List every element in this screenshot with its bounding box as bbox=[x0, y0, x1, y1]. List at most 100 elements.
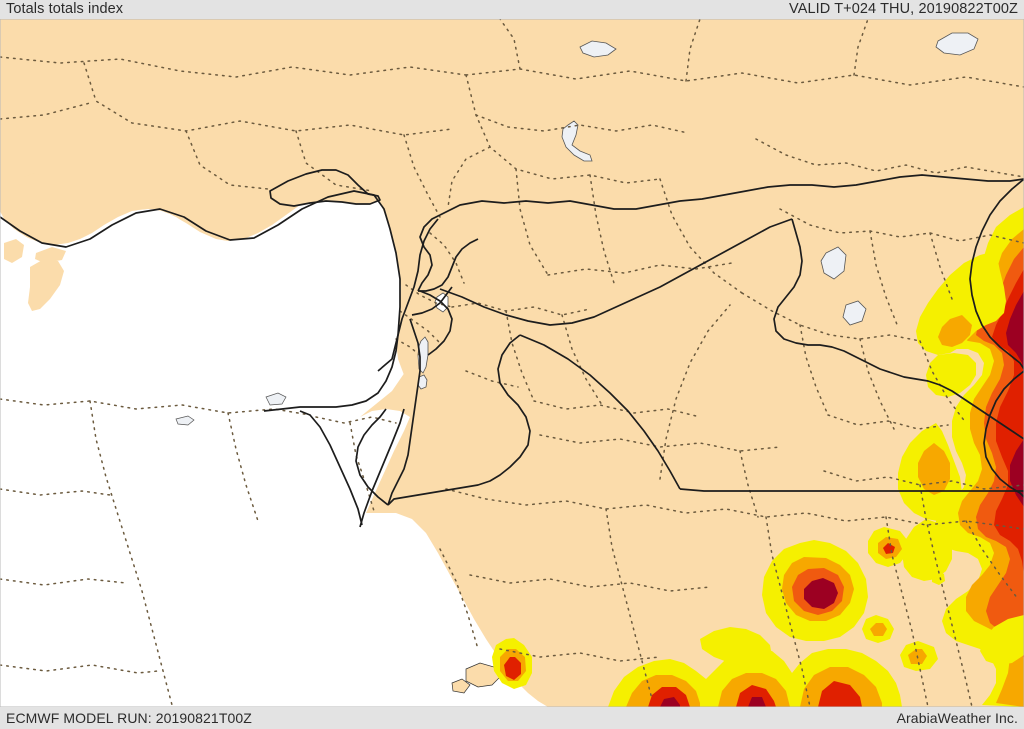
border-iraq-iran bbox=[969, 178, 1024, 370]
admin-jordan-1 bbox=[451, 302, 591, 316]
border-jordan-saudi-east bbox=[519, 334, 681, 490]
admin-jordan-2 bbox=[505, 310, 535, 402]
lake-southeast-turkey bbox=[579, 40, 617, 58]
contour-level-48-gulf-band bbox=[918, 443, 950, 495]
contour-level-60-east-edge-core-north bbox=[1006, 291, 1024, 377]
admin-jordan-4 bbox=[533, 400, 701, 418]
admin-jordan-3 bbox=[561, 314, 603, 406]
admin-syria-7 bbox=[547, 262, 733, 276]
admin-iraq-2 bbox=[799, 324, 829, 416]
admin-saudi-10 bbox=[439, 548, 479, 650]
admin-syria-2 bbox=[515, 168, 549, 276]
contour-level-44-speck-c bbox=[932, 571, 945, 585]
admin-levant-3 bbox=[399, 310, 441, 344]
border-turkey-syria-west bbox=[417, 214, 441, 292]
admin-egypt-3 bbox=[227, 412, 259, 522]
border-israel-egypt-sinai bbox=[355, 408, 389, 506]
admin-saudi-9 bbox=[739, 450, 759, 518]
admin-boundary-layer bbox=[0, 19, 1024, 707]
border-lebanon-syria bbox=[418, 238, 479, 292]
border-west-bank bbox=[419, 290, 453, 356]
admin-turkey-10 bbox=[853, 19, 869, 76]
contour-level-52-south-core-a bbox=[648, 687, 690, 707]
map-canvas[interactable] bbox=[0, 19, 1024, 707]
contour-level-48-iraq-tongue bbox=[938, 315, 972, 347]
contour-level-56-se-saudi bbox=[804, 578, 838, 609]
coast-levant-south bbox=[263, 334, 399, 412]
admin-saudi-4 bbox=[885, 516, 929, 707]
border-israel-jordan bbox=[387, 318, 421, 506]
admin-levant-1 bbox=[429, 232, 465, 284]
contour-level-44-south-band-mid bbox=[700, 627, 772, 667]
sea-red-sea bbox=[246, 411, 504, 707]
lake-qarun bbox=[175, 415, 195, 426]
land-cyprus bbox=[270, 170, 380, 205]
admin-saudi-13 bbox=[965, 520, 1019, 600]
contour-level-52-south-core-b bbox=[736, 685, 776, 707]
model-run-label: ECMWF MODEL RUN: 20190821T00Z bbox=[6, 710, 252, 726]
admin-syria-1 bbox=[465, 74, 661, 184]
border-jordan-iraq-saudi bbox=[773, 218, 1024, 440]
contour-field-layer bbox=[492, 207, 1024, 707]
coast-persian-gulf bbox=[983, 370, 1024, 498]
contour-level-48-blob-a bbox=[870, 623, 887, 636]
coast-cyprus bbox=[269, 169, 381, 207]
admin-egypt-4 bbox=[0, 488, 111, 496]
admin-syria-6 bbox=[447, 146, 491, 208]
lake-nile-delta bbox=[265, 392, 287, 406]
admin-jordan-5 bbox=[465, 370, 519, 388]
land-rhodes bbox=[28, 259, 64, 311]
admin-iraq-1 bbox=[741, 292, 921, 342]
admin-egypt-sinai-2 bbox=[349, 422, 375, 512]
land-layer bbox=[0, 19, 1024, 707]
coast-aqaba-accent bbox=[359, 408, 405, 528]
contour-level-44-iraq-tongue bbox=[916, 251, 1006, 355]
admin-syria-3 bbox=[589, 174, 615, 284]
admin-saudi-7 bbox=[659, 304, 731, 480]
land-aegean-islands bbox=[0, 155, 66, 263]
border-turkey-syria bbox=[439, 174, 1024, 216]
page-title: Totals totals index bbox=[6, 1, 124, 18]
footer-bar: ECMWF MODEL RUN: 20190821T00Z ArabiaWeat… bbox=[0, 707, 1024, 729]
admin-iraq-3 bbox=[859, 338, 895, 430]
admin-turkey-2 bbox=[83, 62, 453, 136]
admin-saudi-11 bbox=[823, 470, 1024, 490]
contour-level-44-iraq-tongue-b bbox=[926, 353, 976, 397]
map-svg bbox=[0, 19, 1024, 707]
valid-time-label: VALID T+024 THU, 20190822T00Z bbox=[789, 1, 1018, 18]
coast-turkey-south bbox=[0, 190, 401, 372]
admin-levant-4 bbox=[395, 338, 423, 358]
land-red-sea-islands bbox=[451, 662, 501, 694]
national-border-layer bbox=[0, 169, 1024, 528]
admin-saudi-2 bbox=[605, 508, 653, 700]
contour-level-56-south-core-b bbox=[748, 697, 766, 707]
land-arabia-red-sea-coast bbox=[360, 19, 1024, 707]
admin-turkey-6 bbox=[0, 102, 91, 120]
border-lebanon-south bbox=[411, 286, 453, 316]
admin-turkey-3 bbox=[185, 130, 269, 190]
border-iraq-saudi-kuwait bbox=[679, 488, 1024, 492]
contour-level-56-south-core-a bbox=[660, 697, 680, 707]
admin-saudi-5 bbox=[469, 574, 711, 592]
admin-egypt-5 bbox=[0, 578, 127, 586]
admin-saudi-6 bbox=[499, 648, 661, 662]
contour-level-60-east-edge-core-south bbox=[1010, 439, 1024, 507]
lake-van bbox=[935, 32, 979, 56]
coast-sinai-accent bbox=[299, 410, 363, 526]
lake-tharthar bbox=[820, 246, 847, 280]
admin-turkey-4 bbox=[295, 130, 373, 192]
admin-turkey-1 bbox=[0, 56, 467, 78]
admin-turkey-7 bbox=[465, 68, 1024, 88]
attribution-label: ArabiaWeather Inc. bbox=[896, 710, 1018, 726]
contour-level-52-south-core-c bbox=[818, 681, 862, 707]
lake-assad bbox=[561, 120, 593, 162]
admin-egypt-sinai bbox=[315, 416, 397, 424]
admin-saudi-3 bbox=[765, 516, 811, 707]
admin-saudi-12 bbox=[919, 484, 973, 707]
header-bar: Totals totals index VALID T+024 THU, 201… bbox=[0, 0, 1024, 19]
sea-mediterranean bbox=[0, 191, 401, 377]
admin-turkey-8 bbox=[499, 19, 521, 70]
admin-iraq-5 bbox=[827, 414, 949, 430]
border-jordan-syria bbox=[439, 218, 793, 326]
